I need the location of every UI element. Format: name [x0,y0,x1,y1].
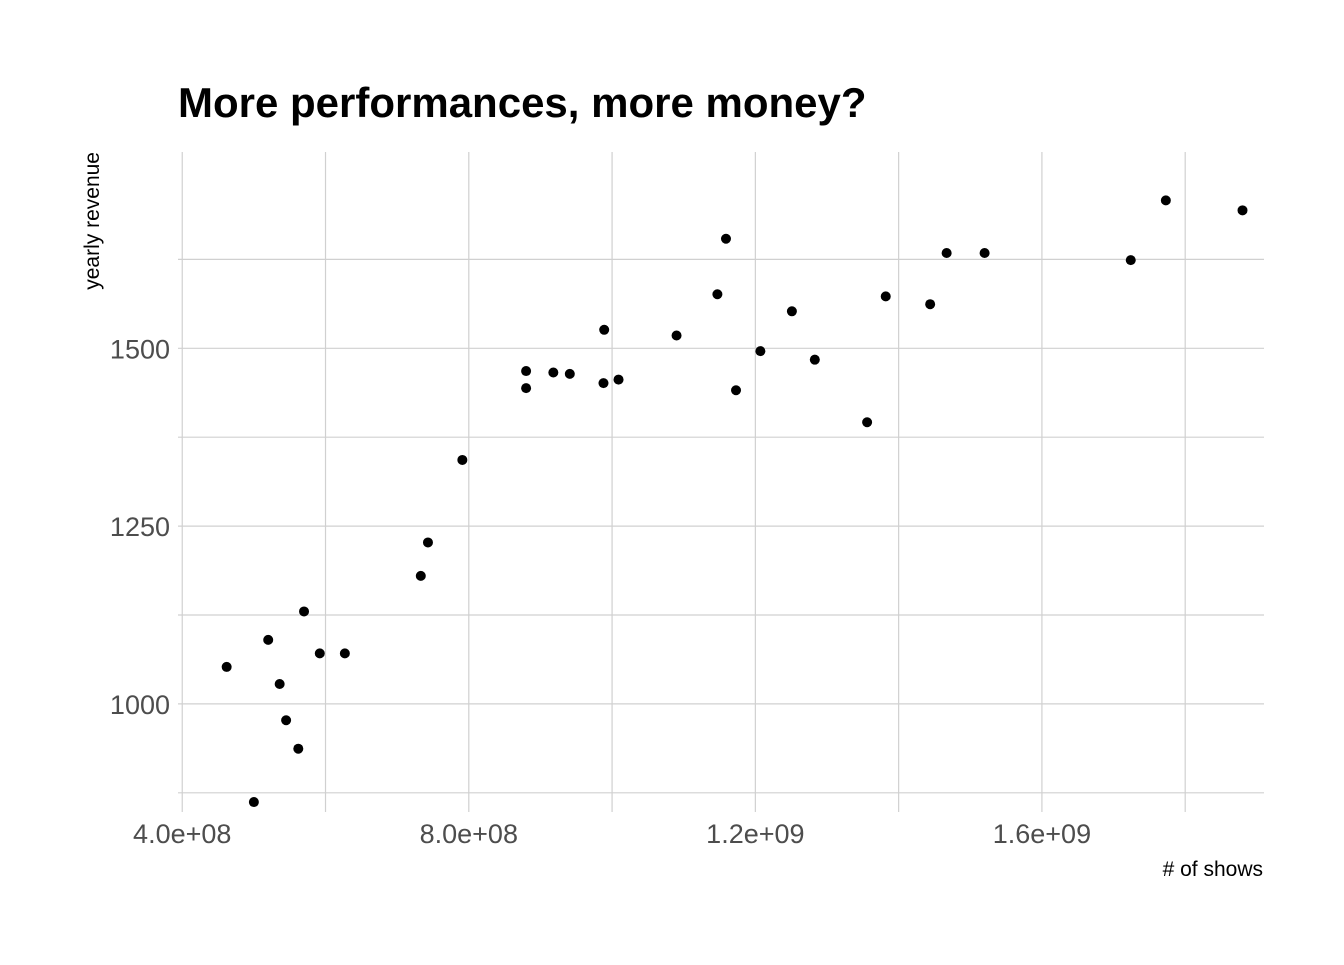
data-point [248,797,259,808]
x-axis-title: # of shows [1163,858,1263,881]
data-point [299,606,310,617]
y-tick-label: 1000 [110,690,170,720]
data-point [293,743,304,754]
data-points [221,195,1248,808]
x-tick-label: 1.6e+09 [993,819,1091,849]
data-point [564,368,575,379]
data-point [755,346,766,357]
data-point [731,385,742,396]
data-point [720,233,731,244]
data-point [339,648,350,659]
data-point [415,570,426,581]
y-axis-title: yearly revenue [81,152,104,290]
data-point [809,354,820,365]
data-point [1125,255,1136,266]
data-point [925,299,936,310]
data-point [548,367,559,378]
data-point [1237,205,1248,216]
data-point [613,374,624,385]
x-tick-label: 1.2e+09 [706,819,804,849]
data-point [712,289,723,300]
x-tick-label: 8.0e+08 [420,819,518,849]
data-point [598,378,609,389]
x-axis-tick-labels: 4.0e+08 8.0e+08 1.2e+09 1.6e+09 [133,819,1091,849]
x-tick-label: 4.0e+08 [133,819,231,849]
data-point [457,454,468,465]
data-point [786,306,797,317]
y-tick-label: 1250 [110,512,170,542]
data-point [281,715,292,726]
data-point [521,366,532,377]
data-point [941,247,952,258]
data-point [422,537,433,548]
data-point [221,661,232,672]
chart-title: More performances, more money? [178,79,867,126]
data-point [880,291,891,302]
data-point [263,634,274,645]
y-axis-tick-labels: 1000 1250 1500 [110,334,170,720]
data-point [1160,195,1171,206]
data-point [671,330,682,341]
data-point [979,247,990,258]
data-point [314,648,325,659]
data-point [599,324,610,335]
grid-lines [178,152,1264,812]
data-point [862,417,873,428]
y-tick-label: 1500 [110,334,170,364]
data-point [274,678,285,689]
data-point [521,383,532,394]
